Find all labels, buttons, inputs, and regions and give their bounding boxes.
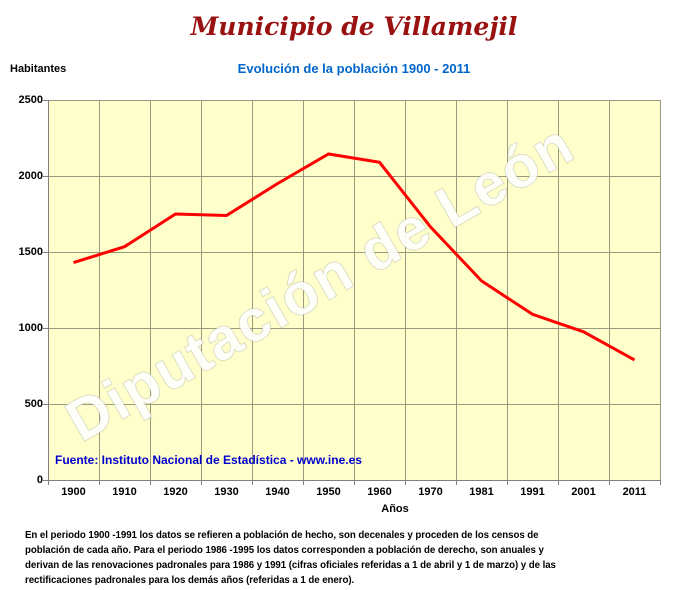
footer-line: derivan de las renovaciones padronales p… [25, 560, 556, 571]
source-note: Fuente: Instituto Nacional de Estadístic… [55, 453, 362, 467]
footer-line: población de cada año. Para el periodo 1… [25, 545, 544, 556]
x-axis-title: Años [381, 503, 409, 515]
page-title: Municipio de Villamejil [190, 12, 518, 41]
population-line [73, 152, 636, 362]
y-axis-title: Habitantes [10, 63, 67, 75]
chart-subtitle: Evolución de la población 1900 - 2011 [237, 61, 471, 76]
footer-line: rectificaciones padronales para los demá… [25, 575, 355, 586]
axes [43, 100, 661, 485]
footer-note: En el periodo 1900 -1991 los datos se re… [25, 528, 665, 588]
footer-line: En el periodo 1900 -1991 los datos se re… [25, 530, 539, 541]
